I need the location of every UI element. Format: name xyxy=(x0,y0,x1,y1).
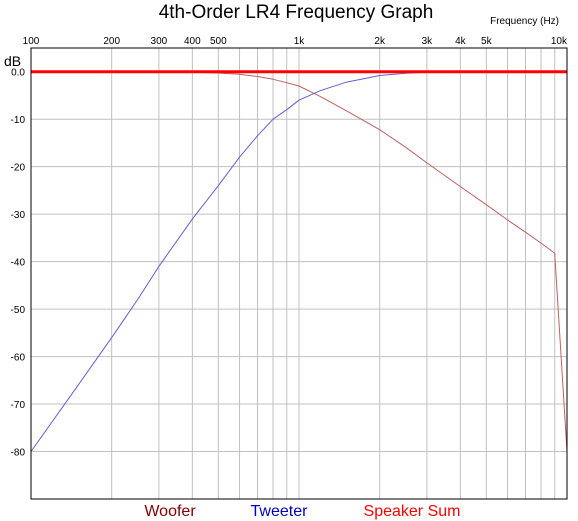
x-tick-label: 500 xyxy=(210,36,227,47)
y-axis-label: dB xyxy=(4,53,21,69)
chart-title: 4th-Order LR4 Frequency Graph xyxy=(159,2,434,23)
y-tick-label: -20 xyxy=(11,163,26,174)
x-tick-label: 10k xyxy=(551,36,568,47)
x-tick-label: 4k xyxy=(455,36,467,47)
x-tick-label: 200 xyxy=(103,36,120,47)
x-tick-label: 1k xyxy=(294,36,306,47)
y-tick-label: 0.0 xyxy=(11,68,25,79)
x-tick-label: 5k xyxy=(481,36,493,47)
y-tick-label: -60 xyxy=(11,353,26,364)
x-tick-label: 100 xyxy=(23,36,40,47)
x-tick-label: 400 xyxy=(184,36,201,47)
legend-woofer: Woofer xyxy=(144,503,196,520)
legend-speaker-sum: Speaker Sum xyxy=(364,503,461,520)
series-lines xyxy=(30,70,568,452)
x-tick-labels: 100 200 300 400 500 1k 2k 3k 4k 5k 10k xyxy=(23,36,568,47)
y-tick-labels: 0.0 -10 -20 -30 -40 -50 -60 -70 -80 xyxy=(11,68,26,459)
y-tick-label: -70 xyxy=(11,400,26,411)
grid-lines xyxy=(30,48,568,499)
legend: Woofer Tweeter Speaker Sum xyxy=(144,503,460,520)
y-tick-label: -10 xyxy=(11,115,26,126)
y-tick-label: -80 xyxy=(11,448,26,459)
x-tick-label: 3k xyxy=(422,36,434,47)
x-tick-label: 300 xyxy=(151,36,168,47)
x-axis-unit-label: Frequency (Hz) xyxy=(490,16,559,27)
plot-frame xyxy=(30,47,568,500)
y-tick-label: -50 xyxy=(11,305,26,316)
x-tick-label: 2k xyxy=(374,36,386,47)
y-tick-label: -40 xyxy=(11,258,26,269)
y-tick-label: -30 xyxy=(11,210,26,221)
legend-tweeter: Tweeter xyxy=(251,503,309,520)
